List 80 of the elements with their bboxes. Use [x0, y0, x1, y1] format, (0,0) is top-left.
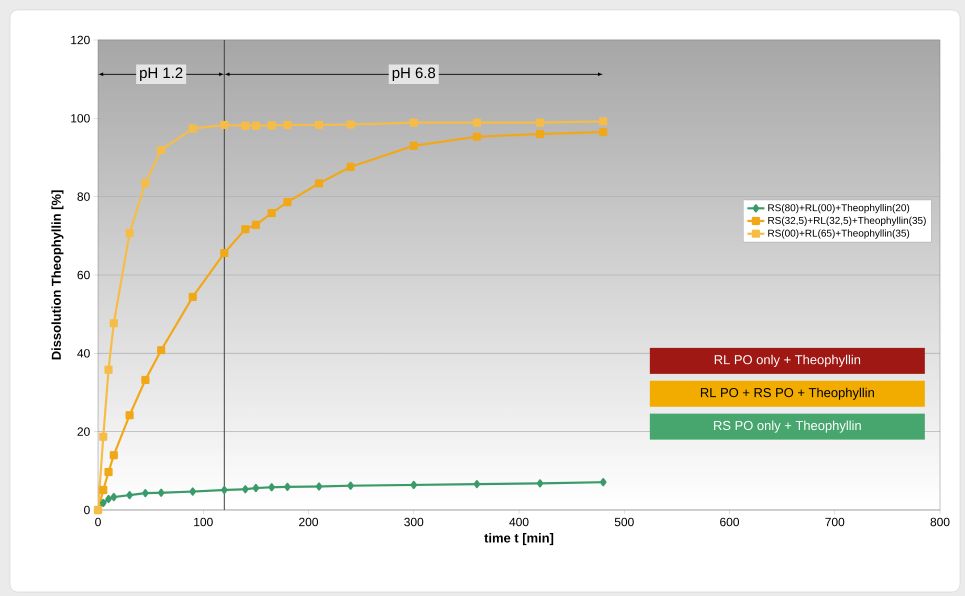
y-tick-label: 20	[78, 427, 90, 436]
point	[99, 432, 108, 441]
point	[105, 494, 112, 504]
annotation: pH 6.8	[392, 68, 436, 82]
y-tick-label: 60	[78, 270, 90, 280]
point	[126, 228, 134, 238]
point	[141, 376, 150, 384]
point	[410, 480, 418, 489]
annotation: RL PO only + Theophyllin	[714, 354, 860, 367]
y-tick-label: 100	[71, 114, 90, 123]
point	[599, 128, 608, 136]
point	[314, 179, 324, 188]
point	[188, 292, 197, 301]
point	[104, 366, 113, 374]
point	[346, 120, 355, 129]
point	[100, 498, 107, 508]
point	[220, 486, 228, 494]
point	[314, 120, 324, 130]
y-tick-label: 40	[77, 349, 90, 358]
point	[220, 248, 228, 258]
point	[472, 132, 481, 141]
point	[410, 118, 418, 127]
point	[474, 480, 480, 488]
point	[472, 118, 481, 127]
x-tick-label: 700	[825, 518, 844, 526]
x-tick-label: 300	[404, 518, 424, 526]
point	[536, 479, 544, 488]
y-tick-label: 80	[77, 192, 90, 201]
point	[110, 451, 118, 460]
x-tick-label: 100	[194, 518, 213, 526]
point	[599, 117, 608, 126]
x-tick-label: 200	[299, 518, 318, 526]
y-axis-title: Dissolution Theophyllin [%]	[51, 190, 64, 360]
point	[157, 146, 166, 154]
point	[126, 411, 134, 420]
legend-label: RS(80)+RL(00)+Theophyllin(20)	[768, 204, 910, 214]
point	[141, 178, 150, 188]
point	[346, 162, 355, 171]
legend-label: RS(00)+RL(65)+Theophyllin(35)	[768, 229, 910, 239]
point	[241, 225, 250, 234]
point	[126, 491, 133, 500]
point	[158, 488, 164, 497]
y-tick-label: 0	[84, 506, 90, 514]
point	[410, 142, 418, 150]
point	[104, 468, 113, 476]
point	[268, 209, 276, 218]
legend-label: RS(32,5)+RL(32,5)+Theophyllin(35)	[768, 216, 926, 226]
point	[242, 485, 249, 494]
point	[99, 486, 108, 494]
x-tick-label: 800	[930, 518, 950, 526]
x-tick-label: 400	[509, 518, 529, 526]
x-tick-label: 0	[95, 518, 101, 526]
x-axis-title: time t [min]	[484, 533, 554, 546]
x-tick-label: 600	[720, 518, 740, 526]
point	[252, 484, 260, 492]
point	[110, 492, 118, 502]
point	[283, 198, 292, 206]
point	[268, 483, 276, 492]
point	[189, 487, 196, 496]
point	[220, 120, 228, 130]
point	[600, 478, 607, 486]
point	[536, 130, 544, 138]
point	[110, 319, 118, 328]
point	[347, 482, 354, 490]
point	[536, 118, 544, 127]
y-tick-label: 120	[71, 36, 90, 44]
point	[252, 122, 260, 130]
point	[284, 482, 291, 491]
point	[268, 121, 276, 130]
point	[252, 220, 260, 229]
point	[241, 122, 250, 130]
annotation: pH 1.2	[140, 68, 182, 82]
annotation: RL PO + RS PO + Theophyllin	[700, 388, 874, 400]
point	[316, 482, 322, 491]
point	[188, 124, 197, 133]
x-tick-label: 500	[614, 518, 634, 526]
point	[157, 346, 166, 354]
point	[283, 120, 292, 130]
annotation: RS PO only + Theophyllin	[714, 420, 861, 433]
point	[142, 489, 149, 498]
